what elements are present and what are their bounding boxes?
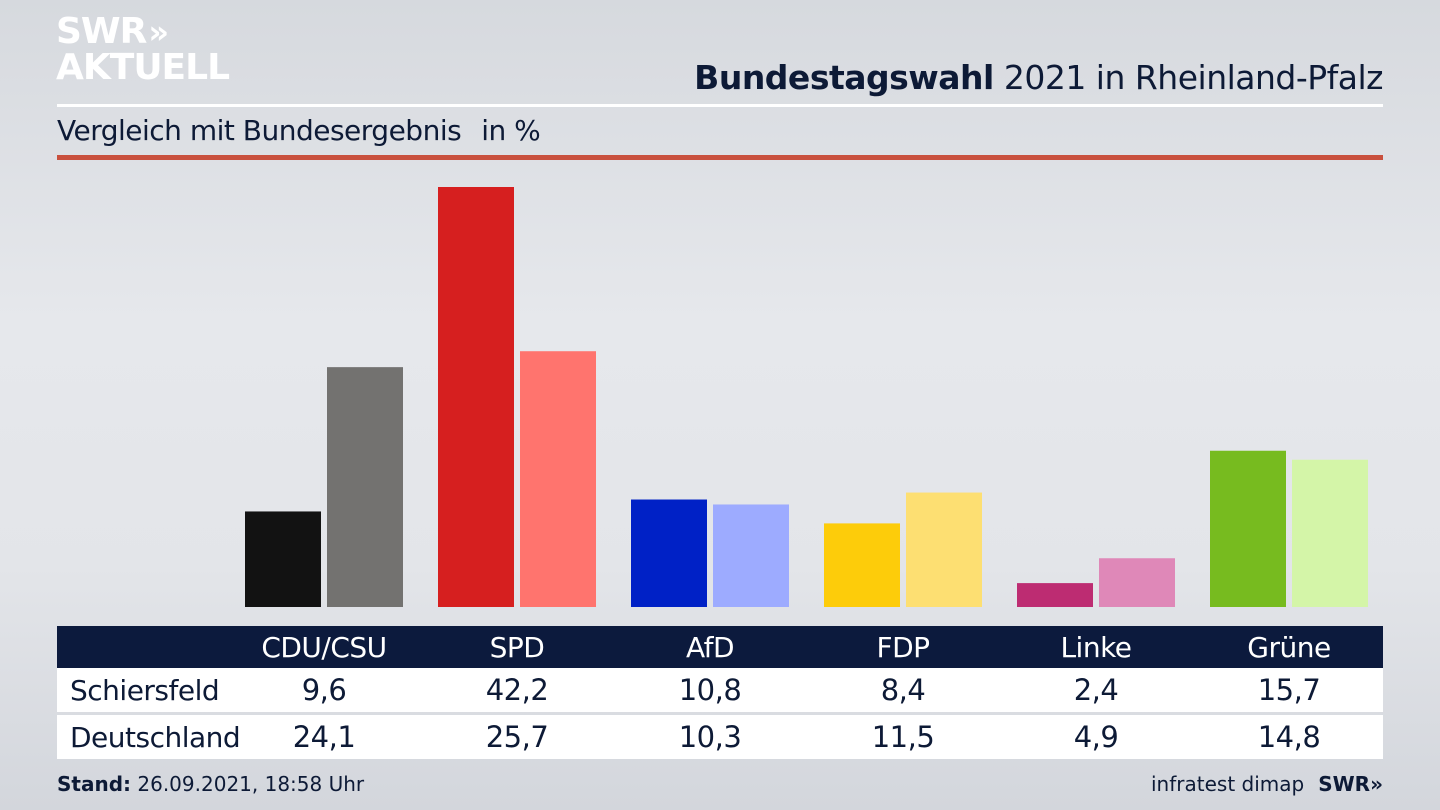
column-header: CDU/CSU [261, 630, 387, 664]
bar-schiersfeld-afd [631, 499, 707, 607]
bar-deutschland-linke [1099, 558, 1175, 607]
value-cell: 42,2 [485, 673, 549, 707]
value-cell: 24,1 [292, 720, 356, 754]
bar-schiersfeld-spd [438, 187, 514, 607]
row-label: Schiersfeld [70, 673, 220, 707]
bar-schiersfeld-linke [1017, 583, 1093, 607]
value-cell: 8,4 [880, 673, 926, 707]
bar-deutschland-spd [520, 351, 596, 607]
timestamp: Stand: 26.09.2021, 18:58 Uhr [57, 772, 364, 796]
subtitle-text: Vergleich mit Bundesergebnis [57, 114, 462, 147]
value-cell: 14,8 [1257, 720, 1321, 754]
table-row: Deutschland 24,1 25,7 10,3 11,5 4,9 14,8 [57, 715, 1383, 759]
swr-aktuell-logo: SWR» AKTUELL [56, 11, 230, 88]
subtitle-divider [57, 155, 1383, 160]
stand-value: 26.09.2021, 18:58 Uhr [137, 772, 365, 796]
bar-deutschland-afd [713, 504, 789, 607]
value-cell: 25,7 [485, 720, 549, 754]
value-cell: 4,9 [1073, 720, 1119, 754]
column-header: SPD [489, 630, 545, 664]
value-cell: 15,7 [1257, 673, 1321, 707]
value-cell: 2,4 [1073, 673, 1119, 707]
value-cell: 9,6 [301, 673, 347, 707]
column-header: AfD [685, 630, 735, 664]
bar-deutschland-cdu-csu [327, 367, 403, 607]
logo-swr: SWR [56, 11, 147, 52]
bar-chart [245, 187, 1368, 607]
column-header: Grüne [1247, 630, 1331, 664]
swr-brand-logo: SWR» [1318, 772, 1383, 796]
column-header: Linke [1060, 630, 1132, 664]
bar-deutschland-fdp [906, 492, 982, 607]
logo-aktuell: AKTUELL [56, 47, 230, 88]
value-cell: 10,8 [678, 673, 742, 707]
unit-label: in % [481, 114, 541, 147]
value-cell: 11,5 [871, 720, 935, 754]
title-divider [57, 104, 1383, 107]
table-row: Schiersfeld 9,6 42,2 10,8 8,4 2,4 15,7 [57, 668, 1383, 712]
column-header: FDP [876, 630, 930, 664]
chart-title: Bundestagswahl 2021 in Rheinland-Pfalz [694, 58, 1383, 97]
source-name: infratest dimap [1151, 772, 1305, 796]
bar-schiersfeld-fdp [824, 523, 900, 607]
bar-deutschland-grüne [1292, 459, 1368, 607]
stand-label: Stand: [57, 772, 132, 796]
title-rest: 2021 in Rheinland-Pfalz [1003, 58, 1384, 97]
bar-schiersfeld-grüne [1210, 450, 1286, 607]
bar-schiersfeld-cdu-csu [245, 511, 321, 607]
row-label: Deutschland [70, 720, 241, 754]
value-cell: 10,3 [678, 720, 742, 754]
results-table: CDU/CSU SPD AfD FDP Linke Grüne Schiersfeld 9,… [57, 626, 1383, 759]
table-header: CDU/CSU SPD AfD FDP Linke Grüne [57, 626, 1383, 668]
source-credit: infratest dimap SWR» [1151, 772, 1383, 796]
chart-subtitle: Vergleich mit Bundesergebnis in % [57, 114, 541, 147]
title-bold: Bundestagswahl [694, 58, 994, 97]
